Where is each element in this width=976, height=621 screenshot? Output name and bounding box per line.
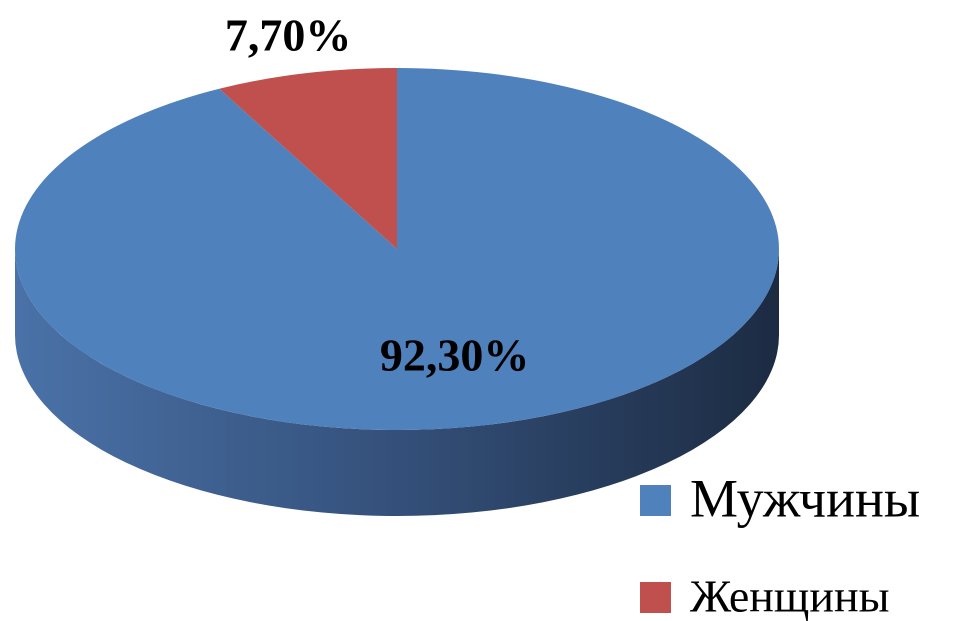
legend-swatch [640, 485, 671, 516]
data-label: 7,70% [225, 9, 352, 60]
slice-side [15, 249, 779, 516]
legend-label: Женщины [690, 571, 889, 621]
legend-label: Мужчины [690, 468, 920, 528]
slice [219, 68, 397, 249]
legend-swatch [640, 582, 671, 613]
data-label: 92,30% [380, 329, 530, 380]
